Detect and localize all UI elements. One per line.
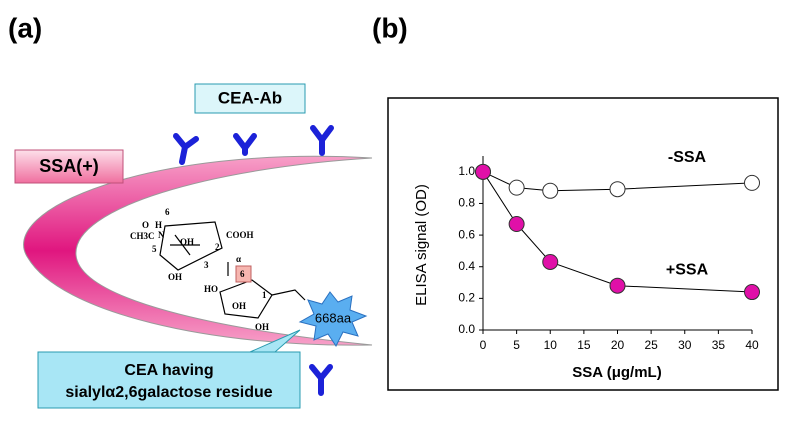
chart-frame [387, 97, 779, 391]
y-tick-label: 0.0 [458, 322, 475, 336]
structure-text: N [158, 230, 165, 240]
y-axis-title: ELISA signal (OD) [413, 184, 430, 306]
x-tick-label: 10 [544, 338, 558, 352]
x-tick-label: 25 [644, 338, 658, 352]
antibodies [173, 125, 334, 396]
y-tick-label: 0.4 [458, 259, 475, 273]
structure-text: OH [255, 322, 269, 332]
structure-text: COOH [226, 230, 254, 240]
x-axis-title: SSA (μg/mL) [572, 364, 661, 381]
structure-text: OH [180, 237, 194, 247]
data-point [508, 179, 525, 196]
cea-label: sialylα2,6galactose residue [65, 384, 272, 401]
data-point [609, 181, 626, 198]
structure-text: 5 [152, 244, 157, 254]
data-point [542, 253, 559, 270]
y-tick-label: 0.2 [458, 291, 475, 305]
protein-label: 668aa [315, 310, 352, 325]
antibody-box [194, 83, 306, 114]
data-point [744, 284, 760, 301]
y-tick-label: 0.8 [458, 196, 475, 210]
structure-text: 3 [204, 260, 209, 270]
lectin-box [14, 149, 124, 184]
x-tick-label: 20 [611, 338, 625, 352]
structure-text: 2 [215, 242, 220, 252]
structure-text: OH [168, 272, 182, 282]
structure-text: CH3C [130, 231, 155, 241]
x-tick-label: 40 [745, 338, 759, 352]
structure-text: 1 [262, 290, 267, 300]
protein-star [298, 291, 368, 347]
cea-label: CEA having [124, 362, 213, 379]
x-tick-label: 15 [577, 338, 591, 352]
data-point [508, 216, 525, 233]
x-tick-label: 5 [513, 338, 520, 352]
lectin-label: SSA(+) [39, 156, 99, 176]
cea-box [37, 351, 301, 409]
structure-text: 6 [240, 269, 245, 279]
structure-text: HO [204, 284, 218, 294]
data-point [609, 277, 626, 294]
data-point [475, 163, 491, 180]
linkage-box [235, 265, 252, 283]
structure-text: 6 [165, 207, 170, 217]
lectin-crescent [23, 155, 373, 346]
structure-text: OH [232, 301, 246, 311]
structure-text: H [155, 220, 162, 230]
y-tick-label: 1.0 [458, 164, 475, 178]
antibody-label: CEA-Ab [218, 88, 282, 107]
structure-text: α [236, 254, 241, 264]
x-tick-label: 30 [678, 338, 692, 352]
panel-label: (b) [372, 12, 408, 43]
series-label: -SSA [668, 149, 707, 166]
series-label: +SSA [666, 261, 709, 278]
x-tick-label: 35 [712, 338, 726, 352]
data-point [542, 182, 559, 199]
y-tick-label: 0.6 [458, 227, 475, 241]
data-point [744, 174, 760, 191]
x-tick-label: 0 [480, 338, 487, 352]
panel-label: (a) [8, 12, 42, 43]
structure-text: O [142, 220, 149, 230]
